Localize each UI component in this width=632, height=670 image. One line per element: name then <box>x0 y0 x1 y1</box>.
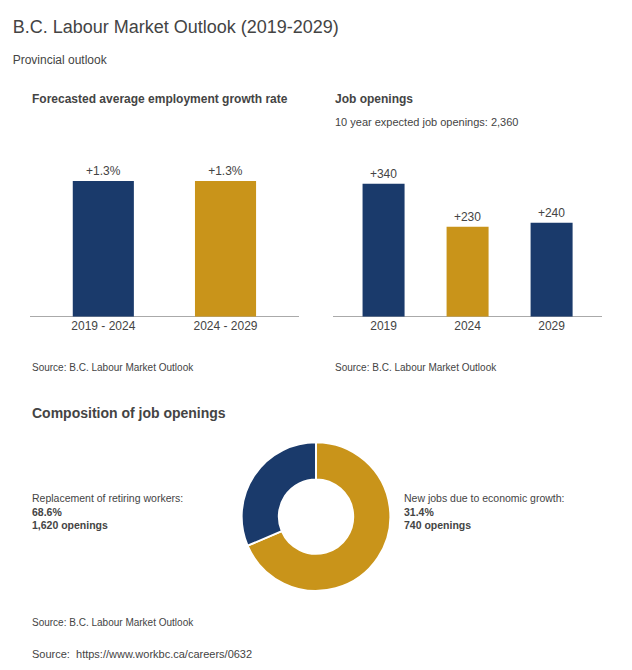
svg-text:New jobs due to economic growt: New jobs due to economic growth:31.4%740… <box>404 492 565 531</box>
svg-text:2029: 2029 <box>538 319 565 333</box>
svg-text:2024 - 2029: 2024 - 2029 <box>193 319 257 333</box>
svg-text:+230: +230 <box>454 210 481 224</box>
svg-text:Job openings: Job openings <box>335 92 413 106</box>
svg-text:Source: https://www.workbc.ca: Source: https://www.workbc.ca/careers/06… <box>32 648 252 660</box>
svg-text:Provincial outlook: Provincial outlook <box>13 53 108 67</box>
svg-text:2019: 2019 <box>370 319 397 333</box>
svg-text:+1.3%: +1.3% <box>86 164 121 178</box>
svg-text:2024: 2024 <box>454 319 481 333</box>
svg-text:Source: B.C. Labour Market Out: Source: B.C. Labour Market Outlook <box>335 362 497 373</box>
svg-text:+340: +340 <box>370 167 397 181</box>
svg-text:+1.3%: +1.3% <box>208 164 243 178</box>
svg-text:2019 - 2024: 2019 - 2024 <box>71 319 135 333</box>
svg-text:Source: B.C. Labour Market Out: Source: B.C. Labour Market Outlook <box>32 617 194 628</box>
svg-text:Replacement of retiring worker: Replacement of retiring workers:68.6%1,6… <box>32 492 183 531</box>
svg-text:B.C. Labour Market Outlook (20: B.C. Labour Market Outlook (2019-2029) <box>13 17 339 37</box>
svg-text:Forecasted average employment: Forecasted average employment growth rat… <box>32 92 288 106</box>
svg-text:Composition of job openings: Composition of job openings <box>32 405 226 421</box>
svg-text:+240: +240 <box>538 206 565 220</box>
svg-text:Source: B.C. Labour Market Out: Source: B.C. Labour Market Outlook <box>32 362 194 373</box>
svg-text:10 year expected job openings:: 10 year expected job openings: 2,360 <box>335 116 518 128</box>
